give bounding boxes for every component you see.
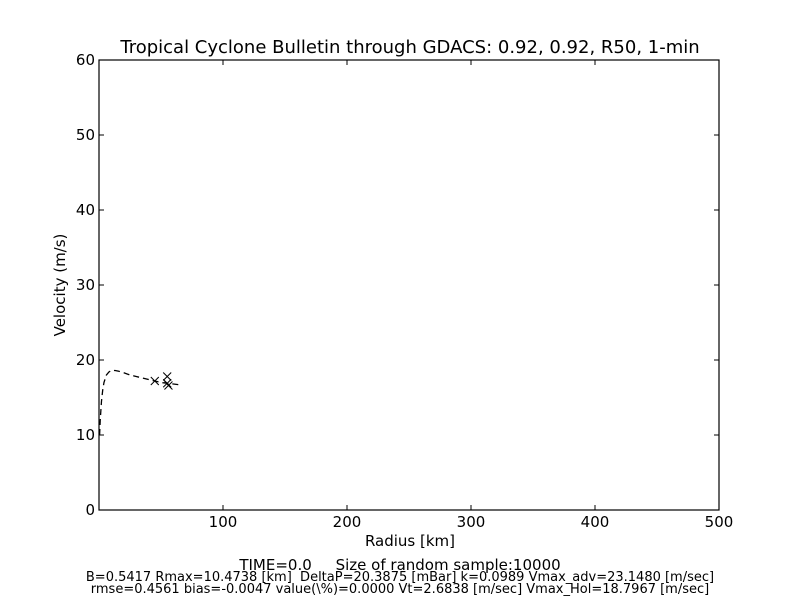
x-marker	[162, 378, 172, 388]
footer-time-sample: TIME=0.0 Size of random sample:10000	[239, 556, 561, 574]
footer-statistics: rmse=0.4561 bias=-0.0047 value(\%)=0.000…	[90, 582, 710, 597]
x-tick-label: 300	[457, 513, 486, 531]
y-tick-label: 60	[76, 51, 95, 69]
x-axis-label: Radius [km]	[365, 532, 455, 550]
plot-area	[98, 59, 720, 511]
footer-parameters: B=0.5417 Rmax=10.4738 [km] DeltaP=20.387…	[85, 570, 715, 585]
x-tick-label: 100	[209, 513, 238, 531]
chart: Tropical Cyclone Bulletin through GDACS:…	[51, 37, 734, 550]
x-marker	[150, 376, 160, 386]
x-tick-label: 200	[333, 513, 362, 531]
y-axis-label: Velocity (m/s)	[51, 234, 69, 337]
y-tick-label: 30	[76, 276, 95, 294]
y-tick-label: 10	[76, 426, 95, 444]
x-tick-label: 400	[581, 513, 610, 531]
y-tick-label: 20	[76, 351, 95, 369]
x-marker	[162, 372, 172, 381]
y-tick-label: 40	[76, 201, 95, 219]
chart-title: Tropical Cyclone Bulletin through GDACS:…	[119, 37, 699, 58]
y-tick-label: 0	[85, 501, 95, 519]
x-marker	[164, 381, 173, 390]
y-tick-label: 50	[76, 126, 95, 144]
x-tick-label: 500	[705, 513, 734, 531]
